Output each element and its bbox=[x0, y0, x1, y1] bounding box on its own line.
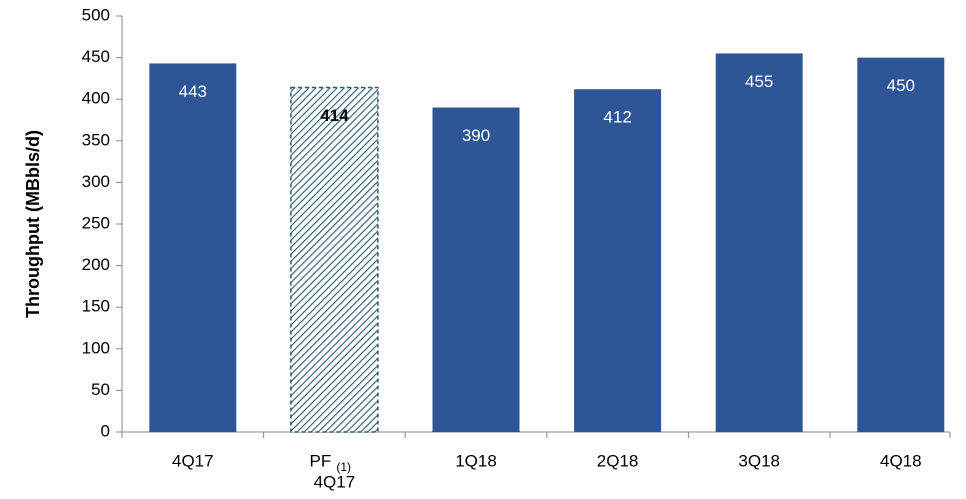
y-tick-label: 150 bbox=[82, 297, 110, 316]
x-tick-label: PF bbox=[310, 451, 332, 470]
value-label: 455 bbox=[745, 72, 773, 91]
value-label: 414 bbox=[320, 106, 349, 125]
bar bbox=[290, 86, 379, 433]
value-label: 412 bbox=[603, 108, 631, 127]
x-tick-label: 4Q17 bbox=[172, 451, 214, 470]
y-tick-label: 250 bbox=[82, 213, 110, 232]
x-tick-label: 4Q18 bbox=[880, 451, 922, 470]
x-tick-label: 3Q18 bbox=[738, 451, 780, 470]
bar bbox=[857, 57, 945, 432]
y-tick-label: 0 bbox=[101, 421, 110, 440]
bar bbox=[574, 89, 662, 432]
y-tick-label: 100 bbox=[82, 338, 110, 357]
value-label: 443 bbox=[179, 82, 207, 101]
x-tick-label: 2Q18 bbox=[597, 451, 639, 470]
x-tick-label: 4Q17 bbox=[314, 472, 356, 491]
bar bbox=[149, 63, 237, 432]
bar bbox=[715, 53, 803, 432]
bar bbox=[432, 107, 520, 433]
y-axis-label: Throughput (MBbls/d) bbox=[23, 130, 43, 318]
y-tick-label: 450 bbox=[82, 47, 110, 66]
x-tick-label: 1Q18 bbox=[455, 451, 497, 470]
y-tick-label: 400 bbox=[82, 89, 110, 108]
y-tick-label: 200 bbox=[82, 255, 110, 274]
value-label: 390 bbox=[462, 126, 490, 145]
y-tick-label: 300 bbox=[82, 172, 110, 191]
y-tick-label: 50 bbox=[91, 380, 110, 399]
category-note: (1) bbox=[336, 460, 351, 474]
y-tick-label: 350 bbox=[82, 130, 110, 149]
y-tick-label: 500 bbox=[82, 5, 110, 24]
value-label: 450 bbox=[887, 76, 915, 95]
